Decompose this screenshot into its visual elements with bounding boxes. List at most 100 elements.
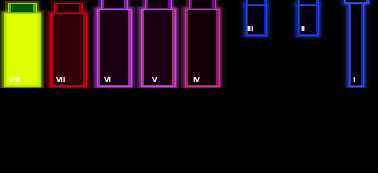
FancyBboxPatch shape bbox=[140, 0, 176, 12]
FancyBboxPatch shape bbox=[49, 0, 87, 16]
Text: Tosyl: Tosyl bbox=[275, 136, 296, 145]
FancyBboxPatch shape bbox=[342, 0, 370, 90]
Text: VIII: VIII bbox=[252, 154, 269, 163]
FancyBboxPatch shape bbox=[242, 3, 270, 38]
Bar bbox=[300, 6, 316, 34]
Bar bbox=[57, 4, 79, 12]
Text: N: N bbox=[114, 134, 121, 143]
FancyBboxPatch shape bbox=[241, 0, 271, 8]
FancyBboxPatch shape bbox=[96, 0, 132, 12]
Bar bbox=[298, 5, 318, 35]
Text: R = CH$_3$: R = CH$_3$ bbox=[167, 95, 203, 107]
Bar bbox=[248, 0, 264, 4]
Text: III: III bbox=[148, 136, 158, 145]
FancyBboxPatch shape bbox=[137, 7, 179, 89]
Text: N: N bbox=[81, 128, 88, 137]
FancyBboxPatch shape bbox=[98, 0, 130, 11]
Bar bbox=[104, 0, 124, 8]
Bar bbox=[11, 4, 33, 12]
FancyBboxPatch shape bbox=[43, 9, 93, 90]
FancyBboxPatch shape bbox=[186, 0, 218, 11]
Bar bbox=[141, 9, 175, 86]
FancyBboxPatch shape bbox=[341, 0, 371, 5]
Text: CH$_2$C$_6$H$_5$: CH$_2$C$_6$H$_5$ bbox=[167, 115, 205, 127]
Text: COC$_6$H$_5$: COC$_6$H$_5$ bbox=[275, 115, 309, 127]
Bar bbox=[7, 14, 37, 85]
Text: COCH$_3$: COCH$_3$ bbox=[275, 95, 305, 107]
FancyBboxPatch shape bbox=[291, 1, 325, 40]
FancyBboxPatch shape bbox=[0, 9, 47, 90]
FancyBboxPatch shape bbox=[0, 11, 44, 89]
Bar bbox=[188, 10, 216, 85]
Text: VII: VII bbox=[252, 136, 266, 145]
Text: VI: VI bbox=[104, 77, 112, 83]
Text: IV: IV bbox=[192, 77, 200, 83]
Text: II: II bbox=[300, 26, 305, 33]
Text: VIII: VIII bbox=[8, 77, 21, 83]
FancyBboxPatch shape bbox=[3, 0, 41, 16]
Bar bbox=[300, 0, 316, 4]
Text: VII: VII bbox=[56, 77, 67, 83]
FancyBboxPatch shape bbox=[46, 11, 90, 89]
Text: VI: VI bbox=[252, 117, 262, 126]
FancyBboxPatch shape bbox=[90, 5, 138, 90]
FancyBboxPatch shape bbox=[184, 0, 220, 12]
FancyBboxPatch shape bbox=[347, 1, 366, 88]
Text: III: III bbox=[246, 26, 254, 33]
Bar bbox=[147, 0, 169, 8]
Bar bbox=[101, 0, 127, 9]
FancyBboxPatch shape bbox=[142, 0, 174, 11]
FancyBboxPatch shape bbox=[93, 7, 135, 89]
Bar bbox=[189, 0, 215, 9]
FancyBboxPatch shape bbox=[293, 0, 323, 8]
Bar bbox=[54, 3, 82, 13]
FancyBboxPatch shape bbox=[345, 1, 367, 89]
Bar bbox=[346, 0, 366, 2]
FancyBboxPatch shape bbox=[48, 11, 88, 88]
Bar bbox=[344, 0, 368, 3]
FancyBboxPatch shape bbox=[243, 3, 268, 37]
FancyBboxPatch shape bbox=[51, 1, 85, 15]
FancyBboxPatch shape bbox=[2, 11, 42, 88]
Bar bbox=[246, 5, 266, 35]
FancyBboxPatch shape bbox=[183, 7, 222, 88]
FancyBboxPatch shape bbox=[178, 5, 226, 90]
Text: COC$_4$H$_9$: COC$_4$H$_9$ bbox=[167, 153, 201, 165]
FancyBboxPatch shape bbox=[5, 1, 39, 15]
FancyBboxPatch shape bbox=[181, 7, 223, 89]
Bar bbox=[298, 0, 318, 5]
FancyBboxPatch shape bbox=[339, 0, 373, 6]
FancyBboxPatch shape bbox=[94, 7, 133, 88]
Text: R: R bbox=[66, 128, 73, 137]
Text: COCF$_3$: COCF$_3$ bbox=[275, 153, 304, 165]
Text: H: H bbox=[98, 136, 104, 145]
Bar bbox=[53, 14, 83, 85]
Text: H: H bbox=[167, 136, 174, 145]
Bar bbox=[246, 0, 266, 5]
FancyBboxPatch shape bbox=[243, 0, 269, 7]
FancyBboxPatch shape bbox=[296, 3, 321, 37]
Bar bbox=[145, 0, 171, 9]
FancyBboxPatch shape bbox=[134, 5, 182, 90]
FancyBboxPatch shape bbox=[239, 1, 273, 40]
Bar bbox=[351, 4, 361, 85]
Bar bbox=[50, 13, 86, 86]
Text: IV: IV bbox=[148, 154, 158, 163]
Text: I: I bbox=[148, 97, 151, 106]
Text: I: I bbox=[352, 77, 355, 83]
Bar bbox=[97, 9, 131, 86]
Bar bbox=[192, 0, 212, 8]
Bar bbox=[100, 10, 128, 85]
Bar bbox=[8, 3, 36, 13]
Bar bbox=[4, 13, 40, 86]
Bar bbox=[248, 6, 264, 34]
Text: V: V bbox=[152, 77, 157, 83]
FancyBboxPatch shape bbox=[138, 7, 178, 88]
Bar bbox=[144, 10, 172, 85]
FancyBboxPatch shape bbox=[295, 0, 321, 7]
Bar bbox=[185, 9, 219, 86]
FancyBboxPatch shape bbox=[294, 3, 322, 38]
Text: V: V bbox=[252, 97, 259, 106]
Text: II: II bbox=[148, 117, 155, 126]
Bar bbox=[349, 3, 363, 86]
